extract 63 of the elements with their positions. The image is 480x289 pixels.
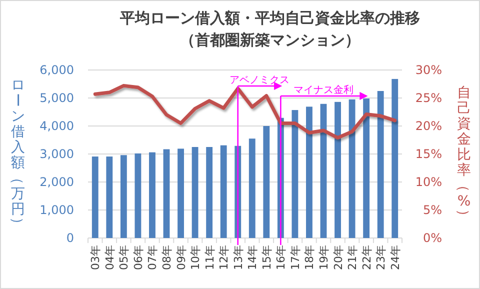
bar	[206, 147, 213, 238]
bar	[363, 98, 370, 238]
x-tick-label: 21年	[346, 245, 360, 270]
bar	[163, 149, 170, 238]
text: ローン借入額（万円）	[9, 77, 25, 231]
chart-title: 平均ローン借入額・平均自己資金比率の推移	[119, 9, 420, 27]
x-tick-label: 10年	[189, 245, 202, 270]
line-series	[93, 84, 397, 140]
x-tick-label: 08年	[160, 245, 174, 270]
y2-tick-label: 0%	[422, 231, 442, 245]
y2-tick-label: 10%	[415, 175, 442, 189]
x-tick-label: 14年	[246, 245, 260, 270]
bar	[92, 156, 98, 238]
ref-line-label: アベノミクス	[229, 75, 290, 86]
x-tick-label: 03年	[89, 245, 102, 270]
bar	[292, 110, 298, 238]
bar	[178, 148, 184, 238]
y-tick-label: 2,000	[40, 175, 74, 189]
bar	[134, 153, 142, 238]
ref-line-label: マイナス金利	[294, 84, 354, 96]
x-tick-label: 18年	[303, 245, 316, 270]
x-tick-label: 12年	[218, 245, 231, 270]
x-tick-label: 24年	[388, 245, 402, 270]
y-tick-label: 0	[66, 231, 74, 245]
bar	[377, 91, 384, 238]
x-tick-label: 07年	[146, 245, 160, 270]
chart-subtitle: （首都圏新築マンション）	[180, 31, 360, 49]
bar	[248, 138, 256, 238]
text: 自己資金比率（%）	[455, 85, 471, 223]
y-tick-label: 3,000	[40, 147, 74, 161]
bar	[120, 155, 127, 238]
x-tick-label: 23年	[374, 245, 388, 270]
x-tick-label: 20年	[332, 245, 345, 270]
y2-tick-label: 30%	[415, 63, 442, 77]
y2-tick-label: 15%	[415, 147, 442, 161]
x-tick-label: 15年	[260, 245, 274, 270]
bar	[392, 78, 398, 238]
x-tick-label: 05年	[118, 245, 131, 270]
bar	[320, 104, 327, 238]
bar	[106, 156, 113, 238]
x-tick-label: 04年	[103, 245, 116, 270]
y-tick-label: 4,000	[40, 119, 74, 133]
bar	[263, 126, 270, 238]
y2-tick-label: 25%	[415, 91, 442, 105]
bar	[149, 152, 156, 238]
x-tick-label: 17年	[288, 245, 302, 270]
bar	[348, 99, 356, 238]
bar	[220, 145, 227, 238]
x-tick-label: 13年	[232, 245, 245, 270]
bar	[192, 147, 198, 238]
y-tick-label: 6,000	[40, 63, 74, 77]
x-tick-label: 19年	[318, 245, 330, 270]
bar	[306, 106, 312, 238]
bar	[334, 102, 341, 238]
y2-tick-label: 20%	[415, 119, 442, 133]
x-tick-label: 11年	[203, 245, 216, 270]
y-tick-label: 1,000	[40, 203, 74, 217]
x-tick-label: 16年	[274, 245, 288, 270]
x-tick-label: 22年	[360, 245, 374, 270]
y-tick-label: 5,000	[40, 91, 74, 105]
x-tick-label: 06年	[132, 245, 145, 270]
x-tick-label: 09年	[174, 245, 188, 270]
y2-tick-label: 5%	[422, 203, 442, 217]
